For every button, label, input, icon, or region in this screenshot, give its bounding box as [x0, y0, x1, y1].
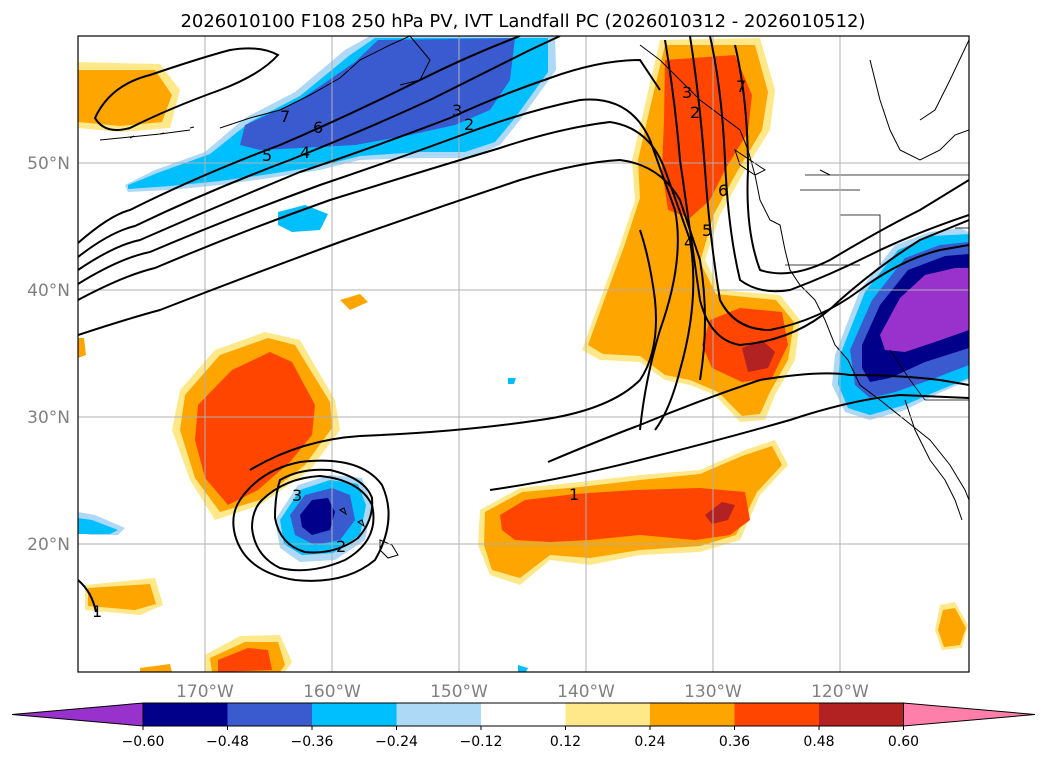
contour-label: 5 [262, 146, 272, 165]
pv-contours [78, 36, 969, 613]
colorbar-frame [142, 702, 904, 727]
contour-label: 3 [452, 101, 462, 120]
colorbar-extend-max [903, 702, 1036, 727]
contour-label: 2 [336, 537, 346, 556]
latitude-labels: 50°N 40°N 30°N 20°N [27, 154, 70, 555]
colorbar [11, 702, 1036, 727]
colorbar-swatch [481, 703, 566, 726]
contour-label: 3 [682, 83, 692, 102]
contour-label: 2 [464, 115, 474, 134]
colorbar-tick-label: 0.24 [634, 734, 665, 750]
lon-label: 140°W [557, 682, 615, 702]
colorbar-extend-min [11, 702, 144, 727]
lon-label: 120°W [811, 682, 869, 702]
colorbar-swatch [312, 703, 397, 726]
gridlines [78, 36, 969, 672]
contour-label: 4 [684, 233, 694, 252]
colorbar-tick-label: 0.12 [550, 734, 581, 750]
contour-label: 6 [718, 181, 728, 200]
colorbar-tick-label: −0.24 [375, 734, 418, 750]
lon-label: 170°W [176, 682, 234, 702]
contour-label: 6 [313, 118, 323, 137]
contour-label: 1 [92, 602, 102, 621]
contour-label: 7 [280, 107, 290, 126]
coastlines [99, 36, 969, 559]
longitude-labels: 170°W 160°W 150°W 140°W 130°W 120°W [176, 682, 869, 702]
plot-title: 2026010100 F108 250 hPa PV, IVT Landfall… [180, 11, 865, 32]
colorbar-swatch [565, 703, 651, 726]
lon-label: 150°W [430, 682, 488, 702]
colorbar-tick-label: −0.48 [206, 734, 249, 750]
colorbar-swatch [227, 703, 313, 726]
colorbar-swatch [819, 703, 904, 726]
colorbar-tick-label: 0.48 [803, 734, 834, 750]
lon-label: 130°W [684, 682, 742, 702]
contour-label: 3 [292, 486, 302, 505]
colorbar-tick-label: −0.60 [122, 734, 165, 750]
map-frame [77, 35, 970, 673]
contour-label: 4 [300, 143, 310, 162]
contour-label: 1 [569, 485, 579, 504]
colorbar-tick-label: 0.60 [888, 734, 919, 750]
contour-label: 2 [690, 103, 700, 122]
lat-label: 30°N [27, 408, 70, 428]
colorbar-tick-label: −0.12 [460, 734, 503, 750]
map-panel: 7 6 5 4 3 2 3 2 1 4 5 6 7 3 2 1 [77, 35, 970, 673]
colorbar-swatch [396, 703, 482, 726]
lat-label: 40°N [27, 281, 70, 301]
lat-label: 20°N [27, 535, 70, 555]
contour-label: 5 [702, 221, 712, 240]
contour-label: 7 [736, 77, 746, 96]
contour-labels: 7 6 5 4 3 2 3 2 1 4 5 6 7 3 2 1 [92, 77, 746, 621]
colorbar-tick-label: 0.36 [719, 734, 750, 750]
colorbar-swatch [143, 703, 228, 726]
colorbar-tick-label: −0.36 [291, 734, 334, 750]
lat-label: 50°N [27, 154, 70, 174]
lon-label: 160°W [303, 682, 361, 702]
colorbar-ticks: −0.60 −0.48 −0.36 −0.24 −0.12 0.12 0.24 0.36 0.4… [122, 726, 919, 750]
colorbar-swatch [734, 703, 820, 726]
colorbar-swatch [650, 703, 735, 726]
